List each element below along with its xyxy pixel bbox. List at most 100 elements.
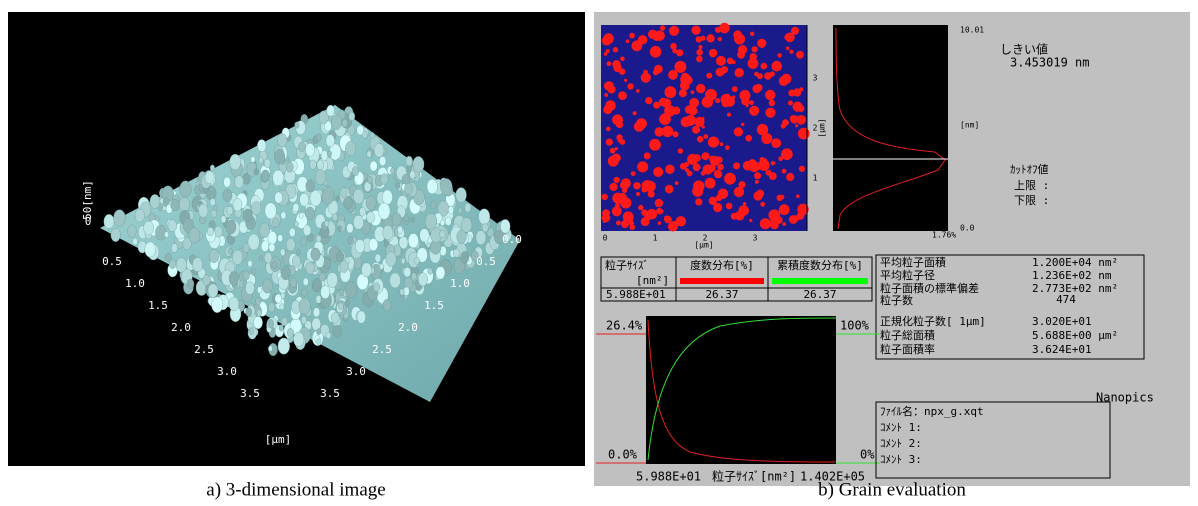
bump [235,176,244,189]
grain [659,113,671,125]
bump [203,275,211,286]
map-x-tick: 3 [753,234,758,243]
file-line: ｺﾒﾝﾄ 1: [880,421,922,434]
bump [310,190,321,206]
bump [111,228,121,241]
bump [418,273,428,286]
bump [226,220,236,234]
grain [626,39,630,43]
bump [367,176,372,183]
bump [327,272,338,287]
grain [718,37,722,41]
bump [295,122,300,128]
bump [316,134,321,141]
right-tick: 0.5 [476,255,496,268]
grain [615,147,618,150]
z-tick: 0 [85,215,92,228]
bump [223,189,232,202]
cutoff-lower: 下限 : [1014,194,1049,207]
grain [737,51,745,59]
bump [440,179,452,196]
grain [799,166,805,172]
table-cell: 26.37 [705,288,738,301]
bump [259,157,264,164]
bump [340,260,349,272]
bump [374,143,384,157]
bump [268,302,275,312]
grain [782,169,787,174]
grain [662,126,673,137]
bump [303,225,311,236]
bump [458,208,462,214]
bump [344,197,353,210]
bump [171,199,180,211]
grain [662,98,672,108]
grain [607,61,612,66]
grain [604,93,608,97]
bump [428,268,433,275]
figure: 50[nm] 0 [μm] 0.51.01.52.02.53.03.50.00.… [0,0,1198,506]
bump [391,168,395,174]
bump [349,112,355,121]
grain [624,79,627,82]
bump [300,193,309,206]
bump [286,238,295,251]
bump [500,219,510,233]
table-header: 度数分布[%] [690,258,754,272]
bump [352,166,359,176]
bump [212,297,223,313]
grain [705,178,716,189]
left-tick: 2.0 [171,321,191,334]
bump [268,346,272,352]
bump [144,221,154,235]
bump [331,115,342,130]
grain [727,113,731,117]
grain [779,204,790,215]
table-cell: 26.37 [803,288,836,301]
grain [703,164,713,174]
grain [716,56,726,66]
bump [381,174,389,185]
bump [355,239,365,253]
bump [281,317,287,326]
grain [633,182,640,189]
grain [749,161,760,172]
grain [627,83,633,89]
bump [150,194,160,208]
grain [699,45,703,49]
grain [743,202,746,205]
grain [786,47,790,51]
grain [708,137,719,148]
bump [366,196,376,210]
table-cell: 5.988E+01 [606,288,666,301]
bump [396,182,401,188]
bump [164,232,168,238]
grain [745,135,752,142]
bump [431,201,436,209]
grain [750,32,754,36]
bump [168,220,177,232]
bump [370,132,375,138]
grain [795,124,798,127]
grain [717,164,724,171]
grain [733,162,740,169]
grain [709,49,717,57]
grain [668,70,678,80]
grain [606,139,613,146]
grain [788,101,793,106]
grain [602,194,608,200]
stat-label: 粒子総面積 [880,328,935,342]
grain [633,111,637,115]
grain [769,172,777,180]
right-tick: 1.0 [450,277,470,290]
grain [602,214,611,223]
bump [353,189,364,204]
bump [336,251,344,262]
bump [301,316,307,324]
grain [637,161,648,172]
bump [243,209,252,222]
bump [476,230,486,244]
grain [652,32,661,41]
grain [790,115,797,122]
grain [696,56,703,63]
